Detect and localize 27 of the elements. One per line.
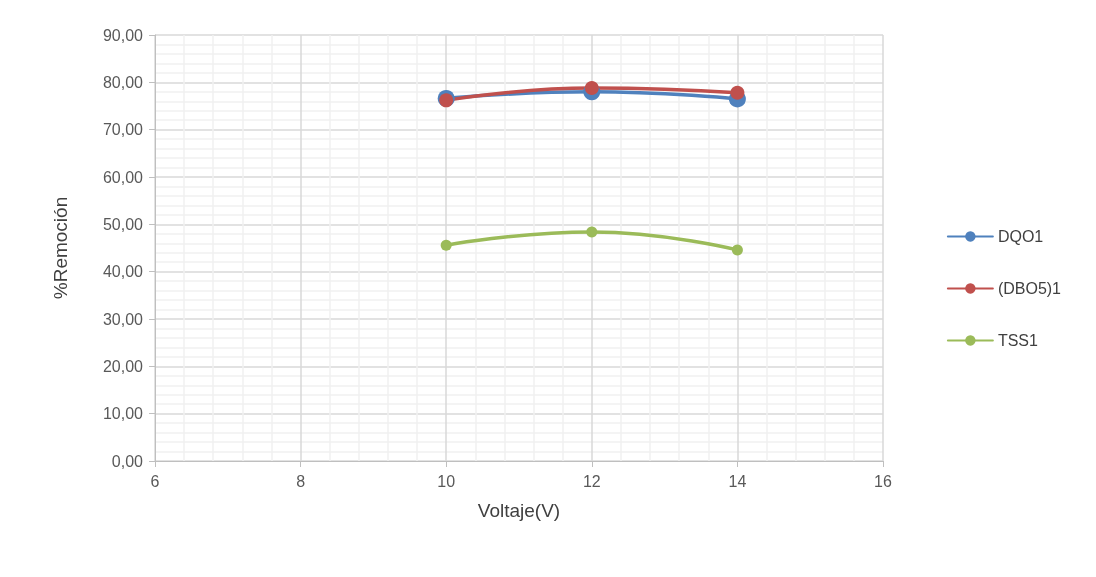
y-tick-label: 50,00 bbox=[102, 215, 144, 233]
y-axis-title: %Remoción bbox=[50, 196, 71, 300]
x-axis-title: Voltaje(V) bbox=[477, 500, 561, 521]
legend-label: TSS1 bbox=[997, 332, 1038, 349]
x-tick-label: 10 bbox=[437, 472, 456, 490]
y-tick-label: 0,00 bbox=[111, 452, 144, 470]
x-tick-label: 8 bbox=[296, 472, 306, 490]
x-tick-label: 14 bbox=[728, 472, 747, 490]
y-tick-label: 40,00 bbox=[102, 263, 144, 281]
y-tick-label: 70,00 bbox=[102, 121, 144, 139]
x-tick-label: 6 bbox=[150, 472, 160, 490]
y-tick-label: 20,00 bbox=[102, 357, 144, 375]
y-tick-label: 60,00 bbox=[102, 168, 144, 186]
x-tick-label: 16 bbox=[874, 472, 892, 490]
y-tick-label: 80,00 bbox=[102, 73, 144, 91]
legend-label: DQO1 bbox=[997, 228, 1044, 245]
point bbox=[730, 85, 745, 100]
point bbox=[440, 239, 452, 251]
y-tick-label: 30,00 bbox=[102, 310, 144, 328]
point bbox=[586, 226, 598, 238]
y-tick-label: 10,00 bbox=[102, 405, 144, 423]
point bbox=[439, 93, 454, 108]
point bbox=[731, 244, 743, 256]
legend-label: (DBO5)1 bbox=[997, 280, 1062, 297]
point bbox=[584, 81, 599, 96]
y-tick-label: 90,00 bbox=[102, 26, 144, 44]
x-tick-label: 12 bbox=[582, 472, 601, 490]
